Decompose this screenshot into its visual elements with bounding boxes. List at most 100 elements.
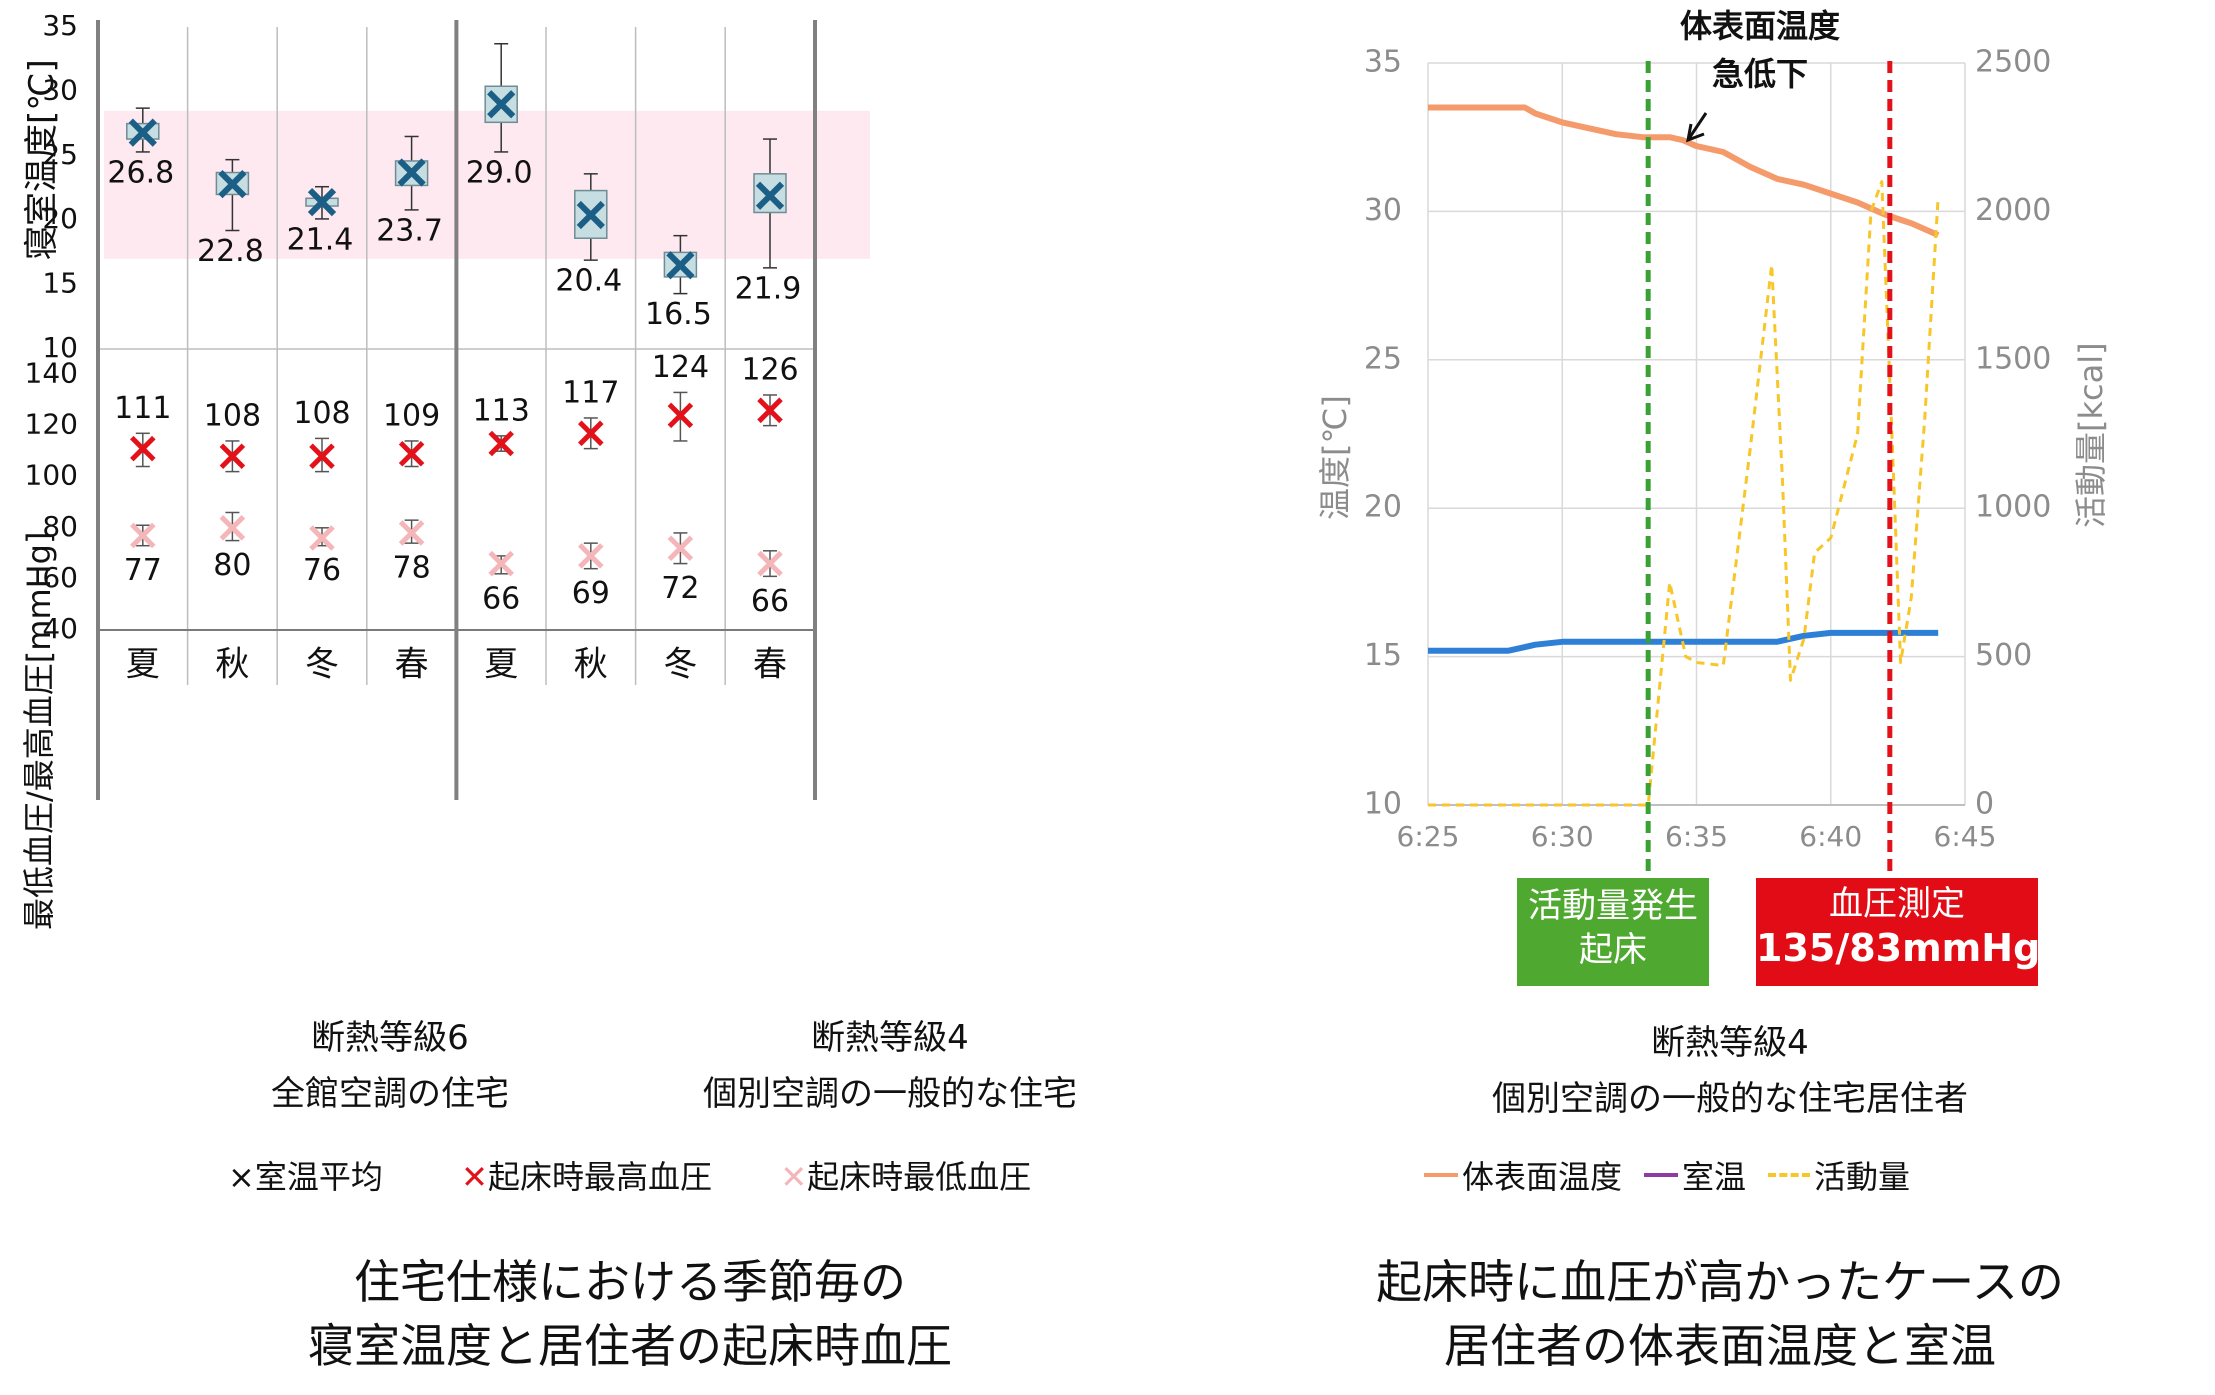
temperature-box — [574, 173, 608, 261]
diastolic-mark — [309, 525, 335, 551]
right-y-tick-label: 30 — [1364, 193, 1402, 228]
room-average-mark-b — [218, 170, 247, 199]
systolic-mark — [757, 397, 783, 424]
activity-line — [1428, 180, 1940, 807]
right-y2-tick-label: 500 — [1975, 638, 2032, 673]
right-group-label: 断熱等級4 個別空調の一般的な住宅居住者 — [1492, 1023, 1968, 1119]
season-tick-label: 冬 — [305, 645, 339, 685]
season-tick-label: 夏 — [126, 645, 160, 685]
room-average-label: 22.8 — [197, 234, 264, 269]
right-y2-tick-label: 0 — [1975, 787, 1994, 822]
diastolic-mark — [130, 522, 156, 549]
diastolic-value-label: 72 — [661, 571, 699, 606]
bp-badge-value: 135/83mmHg — [1756, 926, 2041, 970]
systolic-mark — [488, 430, 514, 457]
upper-y-tick-label: 35 — [42, 9, 78, 42]
legend-room: 室温 — [1682, 1158, 1747, 1196]
diastolic-mark-b — [488, 550, 514, 577]
room-average-label: 26.8 — [107, 155, 174, 190]
temperature-box — [663, 234, 698, 295]
left-legend: ×室温平均 ✕起床時最高血圧 ✕起床時最低血圧 — [228, 1152, 1031, 1198]
room-average-mark — [755, 181, 785, 210]
systolic-value-label: 108 — [204, 398, 261, 433]
systolic-mark-b — [309, 443, 335, 470]
legend-room-average: ×室温平均 — [228, 1158, 383, 1196]
diastolic-mark — [398, 520, 425, 546]
right-y2-tick-label: 1000 — [1975, 490, 2051, 525]
surface-temp-line — [1428, 104, 1940, 238]
right-series-lines — [1428, 61, 1940, 878]
right-y2-tick-label: 2500 — [1975, 45, 2051, 80]
right-y-tick-label: 35 — [1364, 45, 1402, 80]
legend-diastolic-mark: ✕ — [780, 1158, 808, 1196]
systolic-mark-b — [667, 402, 694, 429]
temperature-box — [753, 138, 787, 269]
temperature-box — [215, 158, 250, 232]
diastolic-mark-b — [130, 522, 156, 549]
right-x-tick-label: 6:30 — [1531, 820, 1594, 853]
systolic-value-label: 109 — [383, 398, 440, 433]
upper-y-tick-label: 20 — [42, 202, 78, 235]
room-average-mark — [218, 170, 247, 199]
legend-systolic-mark: ✕ — [461, 1158, 488, 1196]
legend-systolic: 起床時最高血圧 — [487, 1158, 712, 1196]
room-average-mark-b — [397, 158, 426, 187]
diastolic-mark-b — [398, 520, 425, 546]
systolic-mark-b — [130, 435, 156, 462]
season-tick-label: 秋 — [574, 645, 608, 685]
diastolic-value-label: 77 — [124, 553, 162, 588]
bp-badge-title: 血圧測定 — [1829, 884, 1965, 924]
right-y-tick-label: 20 — [1364, 490, 1402, 525]
left-gridlines — [96, 20, 817, 800]
diastolic-mark-b — [757, 550, 783, 577]
right-legend: 体表面温度 室温 活動量 — [1424, 1152, 1910, 1198]
right-y2-tick-label: 2000 — [1975, 193, 2051, 228]
left-axis-labels: 10 15 20 25 30 35 40 60 80 100 120 140 夏 秋 冬 春 夏 秋 冬 春 — [25, 9, 787, 685]
diastolic-mark-b — [309, 525, 335, 551]
surface-drop-annotation: 体表面温度 急低下 — [1679, 7, 1840, 93]
systolic-mark — [667, 402, 694, 429]
right-timeseries-chart: 10 15 20 25 30 35 0 500 1000 1500 2000 2500 6:25 6:30… — [1364, 45, 2051, 878]
diastolic-value-label: 66 — [482, 581, 520, 616]
diastolic-mark-b — [578, 543, 604, 569]
bp-badge: 血圧測定 135/83mmHg — [1756, 878, 2041, 986]
room-average-label: 29.0 — [466, 155, 533, 190]
group-label-grade6: 断熱等級6 全館空調の住宅 — [271, 1018, 509, 1114]
systolic-value-label: 111 — [114, 391, 171, 426]
temperature-box — [394, 135, 429, 211]
room-average-mark-b — [487, 90, 516, 119]
right-x-tick-label: 6:25 — [1397, 820, 1460, 853]
group-label-grade4: 断熱等級4 個別空調の一般的な住宅 — [703, 1018, 1077, 1114]
legend-surface: 体表面温度 — [1462, 1158, 1623, 1196]
upper-y-tick-label: 15 — [42, 267, 78, 300]
temperature-box — [484, 42, 518, 153]
season-tick-label: 春 — [753, 645, 787, 685]
systolic-mark — [309, 443, 335, 470]
legend-surface-swatch — [1424, 1173, 1458, 1177]
room-average-label: 20.4 — [555, 264, 622, 299]
right-y2-axis-title: 活動量[kcal] — [2072, 342, 2110, 528]
systolic-mark — [398, 440, 425, 467]
lower-y-tick-label: 60 — [42, 561, 78, 594]
systolic-mark — [219, 443, 246, 470]
room-average-mark — [128, 118, 157, 147]
legend-activity-swatch — [1768, 1173, 1811, 1177]
season-tick-label: 夏 — [484, 645, 518, 685]
systolic-value-label: 117 — [562, 375, 619, 410]
diastolic-mark — [219, 515, 246, 541]
diastolic-mark-b — [219, 515, 246, 541]
systolic-value-label: 124 — [652, 350, 709, 385]
room-average-mark-b — [128, 118, 157, 147]
right-gridlines — [1427, 62, 1966, 806]
temperature-box — [305, 185, 339, 220]
lower-y-tick-label: 140 — [25, 357, 78, 390]
annotation-arrow-head — [1686, 123, 1705, 143]
room-average-mark-b — [576, 200, 605, 230]
wake-badge: 活動量発生 起床 — [1517, 878, 1709, 986]
upper-y-tick-label: 30 — [42, 73, 78, 106]
temperature-box — [126, 107, 160, 153]
diastolic-mark — [488, 550, 514, 577]
right-y-tick-label: 25 — [1364, 341, 1402, 376]
right-y-tick-label: 10 — [1364, 787, 1402, 822]
